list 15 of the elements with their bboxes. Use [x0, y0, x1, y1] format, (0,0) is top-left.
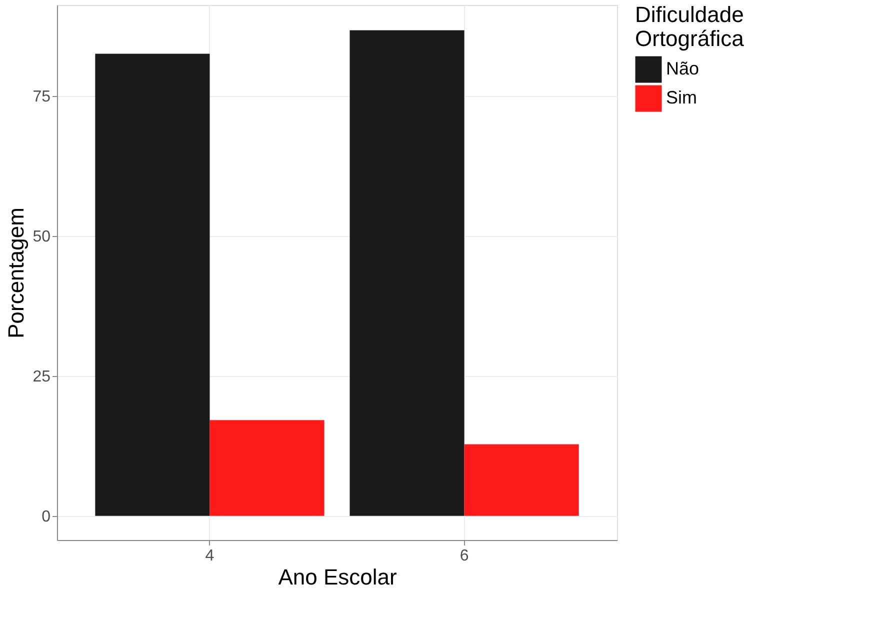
legend-label: Não	[666, 58, 700, 78]
legend-label: Sim	[666, 88, 697, 108]
bar	[464, 444, 579, 516]
x-tick-label: 4	[205, 548, 214, 564]
y-tick-label: 25	[32, 368, 51, 386]
x-axis-title: Ano Escolar	[278, 564, 397, 590]
y-tick-label: 50	[32, 228, 51, 246]
bar	[95, 54, 210, 516]
bar	[210, 420, 324, 516]
y-axis-title: Porcentagem	[4, 208, 29, 338]
bar	[350, 30, 464, 516]
y-tick-label: 75	[32, 88, 51, 106]
legend-title: Dificuldade Ortográfica	[635, 2, 745, 51]
x-tick-label: 6	[460, 548, 469, 564]
y-tick-label: 0	[42, 508, 51, 526]
